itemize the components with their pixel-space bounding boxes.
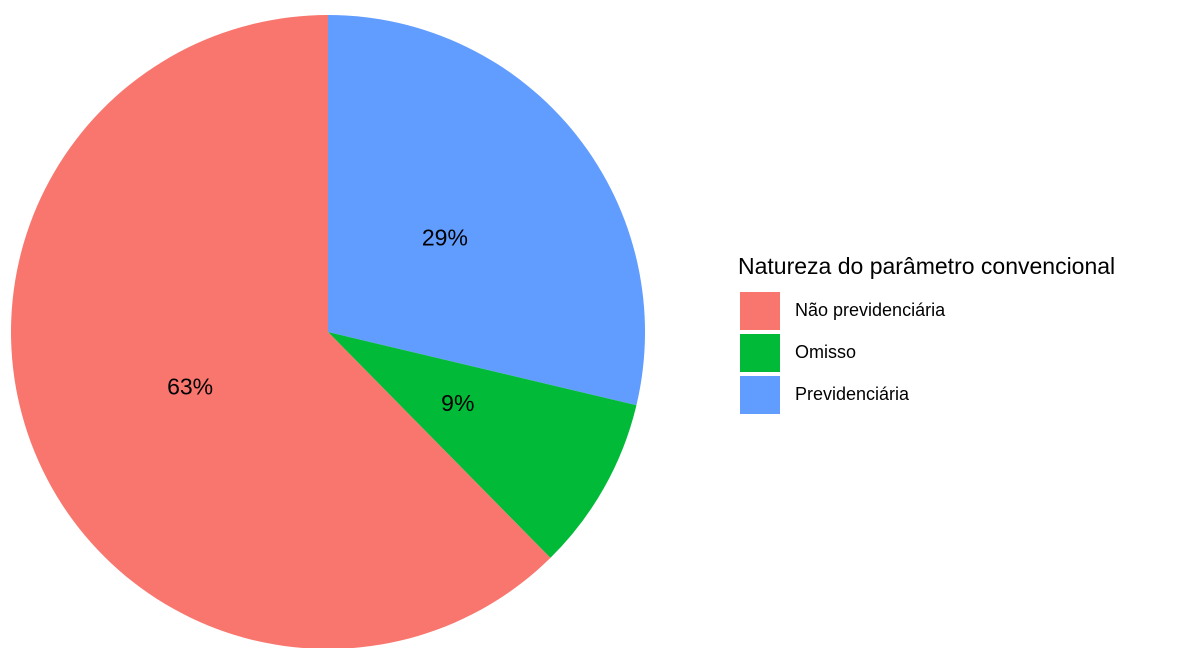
pie-slice xyxy=(328,332,637,558)
data-label: 9% xyxy=(441,390,474,416)
data-label: 63% xyxy=(167,374,213,400)
legend-label: Previdenciária xyxy=(795,384,910,404)
legend-key xyxy=(740,334,780,372)
pie-slice xyxy=(328,15,646,406)
legend-key xyxy=(740,376,780,414)
legend-title: Natureza do parâmetro convencional xyxy=(738,253,1115,279)
legend-key xyxy=(740,292,780,330)
data-label: 29% xyxy=(422,225,468,251)
pie-slice xyxy=(11,15,551,648)
legend-label: Omisso xyxy=(795,342,856,362)
legend-label: Não previdenciária xyxy=(795,300,946,320)
